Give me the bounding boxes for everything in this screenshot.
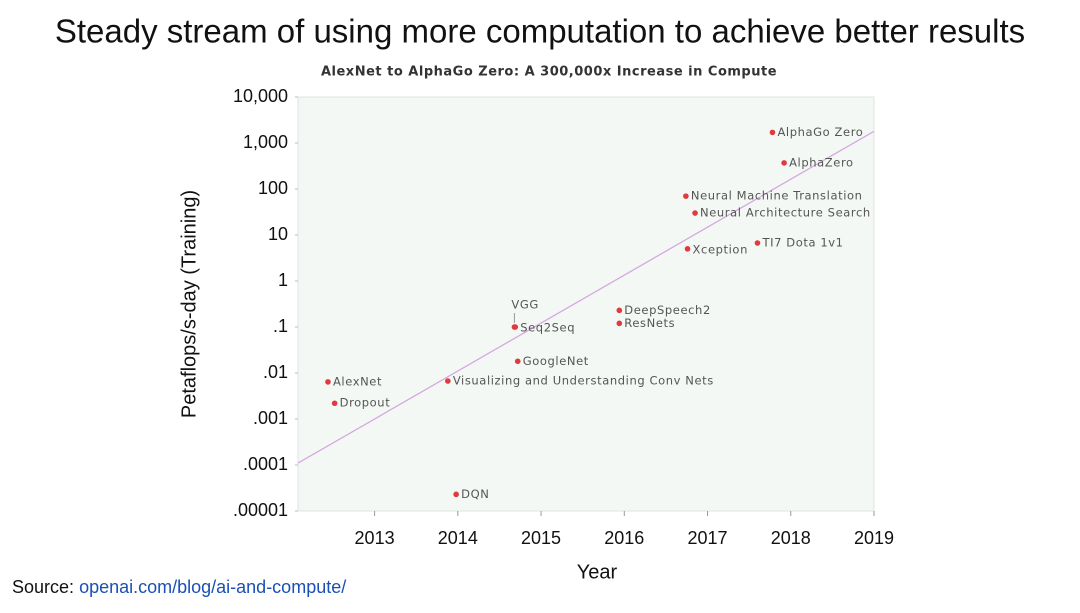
- point-label: Visualizing and Understanding Conv Nets: [453, 374, 714, 388]
- x-tick-label: 2018: [771, 528, 811, 548]
- y-tick-label: .1: [273, 316, 288, 336]
- point: [692, 210, 698, 216]
- source-prefix: Source:: [12, 577, 74, 597]
- point-label: Neural Machine Translation: [691, 189, 863, 203]
- x-tick-label: 2019: [854, 528, 894, 548]
- x-tick-label: 2013: [355, 528, 395, 548]
- x-tick-label: 2014: [438, 528, 478, 548]
- point-label: AlphaGo Zero: [777, 125, 863, 139]
- y-tick-label: 1,000: [243, 132, 288, 152]
- point-label: TI7 Dota 1v1: [761, 236, 843, 250]
- y-tick-label: .001: [253, 408, 288, 428]
- point-label: Xception: [693, 242, 748, 256]
- point: [683, 193, 689, 199]
- slide-title: Steady stream of using more computation …: [55, 13, 1025, 50]
- point: [616, 307, 623, 314]
- y-tick-label: .0001: [243, 454, 288, 474]
- y-tick-label: 1: [278, 270, 288, 290]
- x-tick-label: 2017: [688, 528, 728, 548]
- y-tick-label: 10: [268, 224, 288, 244]
- point: [331, 400, 338, 407]
- point: [445, 378, 451, 384]
- point-label: Dropout: [340, 396, 391, 410]
- point-label: AlexNet: [333, 374, 382, 388]
- point-label: Neural Architecture Search: [700, 206, 871, 220]
- y-tick-label: .01: [263, 362, 288, 382]
- point: [781, 160, 787, 166]
- y-axis-label: Petaflops/s-day (Training): [178, 190, 200, 418]
- point-label: GoogleNet: [523, 354, 589, 368]
- x-tick-label: 2015: [521, 528, 561, 548]
- trend-line: [297, 130, 875, 464]
- point: [616, 320, 623, 327]
- x-tick-label: 2016: [604, 528, 644, 548]
- point-label: DQN: [461, 487, 489, 501]
- point: [325, 379, 331, 385]
- x-axis-label: Year: [577, 561, 618, 583]
- point-label: AlphaZero: [789, 155, 854, 169]
- source: Source: openai.com/blog/ai-and-compute/: [12, 577, 346, 597]
- point: [512, 324, 519, 330]
- y-tick-label: .00001: [233, 500, 288, 520]
- point: [514, 358, 521, 365]
- point: [684, 246, 691, 252]
- point: [769, 129, 776, 136]
- chart-title: AlexNet to AlphaGo Zero: A 300,000x Incr…: [321, 65, 777, 80]
- point: [453, 491, 459, 498]
- plot-area: [297, 96, 875, 512]
- point: [754, 240, 761, 246]
- point-label: ResNets: [624, 316, 675, 330]
- y-tick-label: 100: [258, 178, 288, 198]
- point-label: DeepSpeech2: [624, 303, 711, 317]
- point-label: VGG: [511, 298, 539, 312]
- point-label: Seq2Seq: [520, 321, 575, 335]
- y-tick-label: 10,000: [233, 86, 288, 106]
- source-link[interactable]: openai.com/blog/ai-and-compute/: [79, 577, 346, 597]
